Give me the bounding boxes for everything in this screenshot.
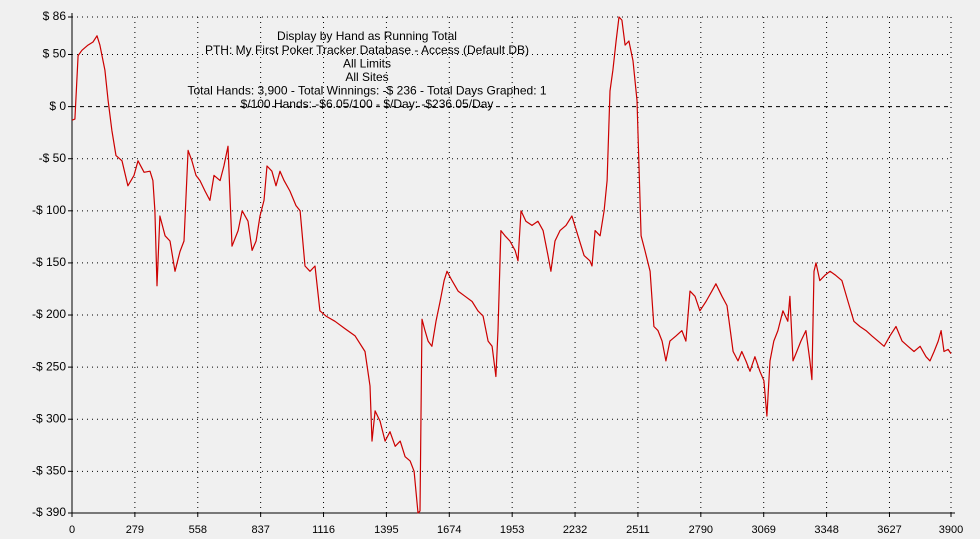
y-tick-label: $ 50	[43, 47, 67, 61]
x-tick-label: 1116	[312, 524, 335, 536]
title-line: All Sites	[345, 70, 388, 84]
title-line: Total Hands: 3,900 - Total Winnings: -$ …	[187, 84, 546, 98]
y-tick-label: -$ 100	[32, 203, 66, 217]
running-total-line	[71, 16, 952, 514]
y-tick-label: -$ 350	[32, 463, 66, 477]
x-tick-label: 2232	[563, 524, 587, 536]
x-tick-label: 3069	[751, 524, 775, 536]
title-line: Display by Hand as Running Total	[277, 29, 457, 43]
y-tick-label: -$ 390	[32, 505, 66, 519]
title-line: $/100 Hands: -$6.05/100 - $/Day: -$236.0…	[241, 97, 494, 111]
x-tick-label: 2790	[689, 524, 713, 536]
y-tick-label: $ 0	[49, 99, 66, 113]
title-line: PTH: My First Poker Tracker Database - A…	[205, 43, 529, 57]
x-tick-label: 1674	[437, 524, 461, 536]
x-tick-label: 1395	[374, 524, 398, 536]
y-tick-label: -$ 300	[32, 411, 66, 425]
y-tick-label: -$ 50	[39, 151, 67, 165]
y-tick-label: -$ 200	[32, 307, 66, 321]
x-tick-label: 3627	[877, 524, 901, 536]
y-tick-label: $ 86	[43, 9, 67, 23]
title-line: All Limits	[343, 56, 391, 70]
x-tick-label: 0	[69, 524, 75, 536]
x-tick-label: 558	[189, 524, 207, 536]
x-tick-label: 279	[126, 524, 144, 536]
x-tick-label: 3348	[814, 524, 838, 536]
x-tick-label: 837	[251, 524, 269, 536]
y-tick-label: -$ 150	[32, 255, 66, 269]
y-tick-label: -$ 250	[32, 359, 66, 373]
x-tick-label: 3900	[939, 524, 963, 536]
x-tick-label: 2511	[626, 524, 650, 536]
x-tick-label: 1953	[500, 524, 524, 536]
